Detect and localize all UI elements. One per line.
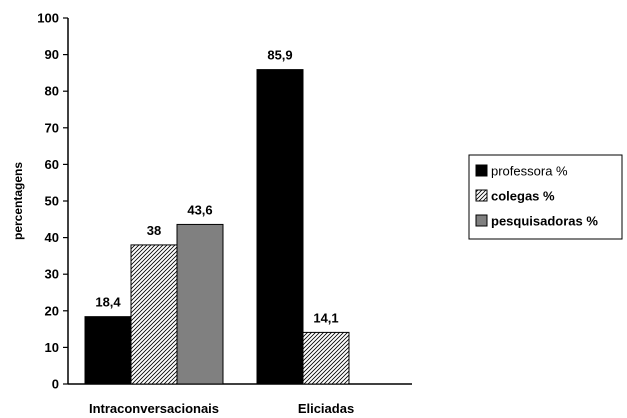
y-axis-title: percentagens [11, 162, 25, 240]
y-tick-label: 90 [45, 47, 59, 62]
legend-swatch [475, 164, 488, 177]
bar-colegas-1 [302, 331, 350, 385]
legend-label: pesquisadoras % [491, 214, 598, 229]
legend-label: professora % [491, 164, 568, 179]
plot-area: 0 10 20 30 40 50 60 70 80 90 100 percentagens 18,4 38… [11, 11, 412, 416]
data-label: 85,9 [267, 48, 292, 63]
y-tick-label: 60 [45, 157, 59, 172]
legend-box [468, 154, 623, 240]
bar-professora-0 [84, 316, 132, 385]
y-tick-label: 70 [45, 120, 59, 135]
legend-swatch [475, 189, 488, 202]
x-category-label: Intraconversacionais [89, 401, 219, 416]
y-tick-label: 0 [52, 377, 59, 392]
y-tick-label: 80 [45, 84, 59, 99]
y-tick-label: 50 [45, 194, 59, 209]
legend-label: colegas % [491, 189, 555, 204]
y-tick-label: 30 [45, 267, 59, 282]
data-label: 43,6 [187, 202, 212, 217]
bar-pesquisadoras-0 [176, 223, 224, 385]
y-tick-label: 40 [45, 230, 59, 245]
y-tick-label: 10 [45, 340, 59, 355]
x-category-label: Eliciadas [298, 401, 354, 416]
data-label: 38 [147, 223, 161, 238]
legend-swatch [475, 214, 488, 227]
bar-professora-1 [256, 69, 304, 385]
y-tick-label: 100 [37, 11, 59, 26]
data-label: 18,4 [95, 295, 121, 310]
y-tick-label: 20 [45, 303, 59, 318]
legend: professora % colegas % pesquisadoras % [468, 154, 623, 240]
data-label: 14,1 [313, 310, 338, 325]
bar-colegas-0 [130, 244, 178, 385]
